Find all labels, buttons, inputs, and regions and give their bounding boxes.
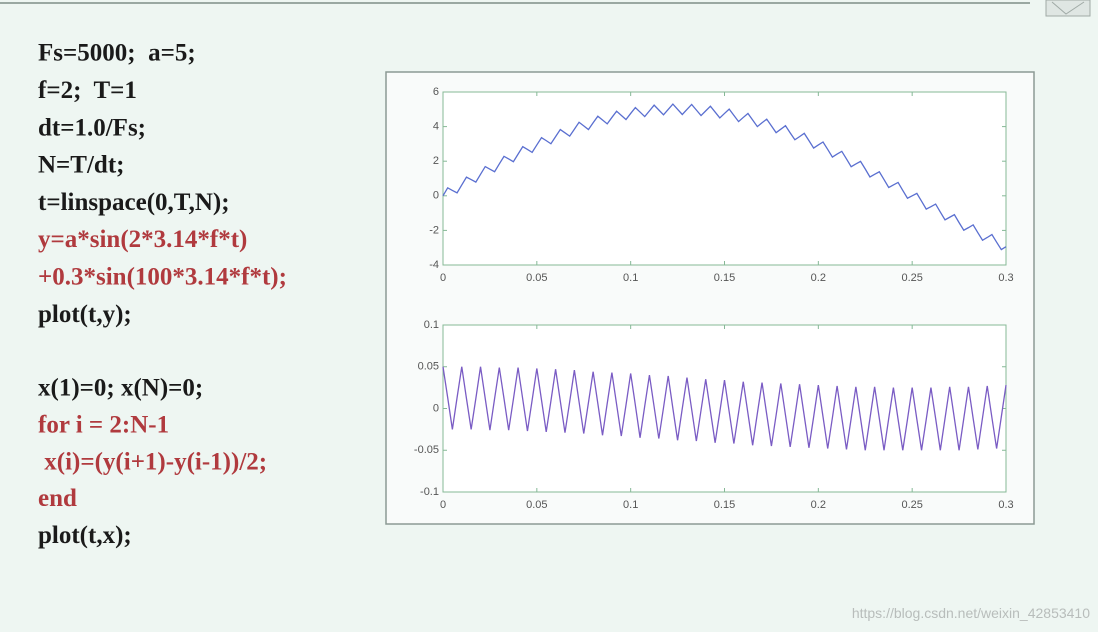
corner-icon bbox=[1045, 0, 1091, 17]
code-line: t=linspace(0,T,N); bbox=[38, 189, 230, 216]
y-tick-label: 0.1 bbox=[424, 319, 439, 331]
x-tick-label: 0.15 bbox=[714, 272, 735, 284]
x-tick-label: 0.05 bbox=[526, 272, 547, 284]
x-tick-label: 0.3 bbox=[998, 499, 1013, 511]
code-line: N=T/dt; bbox=[38, 152, 124, 179]
x-tick-label: 0 bbox=[440, 272, 446, 284]
y-tick-label: -0.1 bbox=[420, 486, 439, 498]
x-tick-label: 0.1 bbox=[623, 499, 638, 511]
code-line: dt=1.0/Fs; bbox=[38, 114, 146, 141]
code-line: x(1)=0; x(N)=0; bbox=[38, 375, 203, 402]
x-tick-label: 0.3 bbox=[998, 272, 1013, 284]
y-tick-label: -2 bbox=[429, 224, 439, 236]
code-line: end bbox=[38, 485, 77, 512]
y-tick-label: 0 bbox=[433, 190, 439, 202]
y-tick-label: 0 bbox=[433, 402, 439, 414]
y-tick-label: -0.05 bbox=[414, 444, 439, 456]
code-line: +0.3*sin(100*3.14*f*t); bbox=[38, 264, 287, 291]
y-tick-label: 2 bbox=[433, 155, 439, 167]
x-tick-label: 0.25 bbox=[901, 499, 922, 511]
code-line: for i = 2:N-1 bbox=[38, 412, 169, 439]
x-tick-label: 0.15 bbox=[714, 499, 735, 511]
y-tick-label: 6 bbox=[433, 86, 439, 98]
x-tick-label: 0.2 bbox=[811, 272, 826, 284]
code-line: f=2; T=1 bbox=[38, 77, 137, 104]
y-tick-label: -4 bbox=[429, 259, 439, 271]
data-line bbox=[442, 103, 1007, 251]
code-line: plot(t,x); bbox=[38, 522, 132, 549]
y-tick-label: 4 bbox=[433, 121, 439, 133]
plot-area bbox=[442, 324, 1007, 493]
x-tick-label: 0.1 bbox=[623, 272, 638, 284]
code-line: y=a*sin(2*3.14*f*t) bbox=[38, 226, 247, 253]
y-tick-label: 0.05 bbox=[418, 361, 439, 373]
code-line: Fs=5000; a=5; bbox=[38, 40, 196, 67]
code-line: x(i)=(y(i+1)-y(i-1))/2; bbox=[38, 448, 267, 475]
x-tick-label: 0 bbox=[440, 499, 446, 511]
code-line: plot(t,y); bbox=[38, 301, 132, 328]
watermark: https://blog.csdn.net/weixin_42853410 bbox=[852, 605, 1090, 621]
x-tick-label: 0.05 bbox=[526, 499, 547, 511]
plot-area bbox=[442, 91, 1007, 266]
x-tick-label: 0.2 bbox=[811, 499, 826, 511]
data-line bbox=[442, 366, 1007, 451]
x-tick-label: 0.25 bbox=[901, 272, 922, 284]
